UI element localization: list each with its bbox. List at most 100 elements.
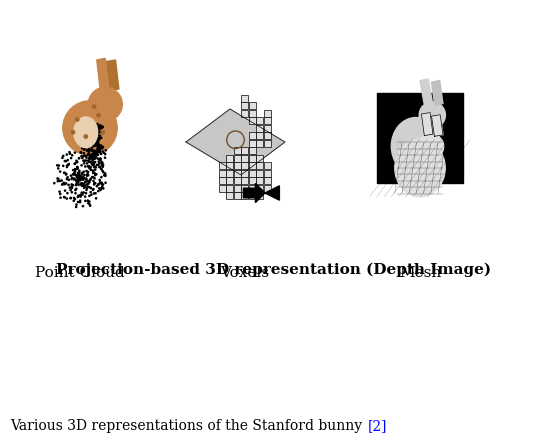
Circle shape (102, 164, 104, 165)
Circle shape (93, 166, 95, 167)
Circle shape (94, 178, 95, 179)
Circle shape (75, 193, 76, 194)
Circle shape (86, 157, 87, 158)
Circle shape (77, 168, 78, 169)
Circle shape (83, 183, 84, 185)
Circle shape (104, 173, 106, 174)
FancyBboxPatch shape (256, 125, 264, 132)
Circle shape (95, 131, 96, 133)
Polygon shape (431, 81, 443, 105)
Circle shape (98, 141, 99, 142)
Circle shape (92, 164, 93, 165)
Circle shape (88, 175, 89, 176)
Circle shape (58, 168, 59, 169)
Circle shape (94, 157, 95, 158)
Circle shape (92, 156, 93, 157)
Circle shape (78, 173, 79, 174)
Circle shape (90, 155, 91, 157)
Circle shape (97, 113, 100, 117)
Circle shape (90, 124, 91, 125)
FancyBboxPatch shape (241, 110, 248, 117)
Circle shape (78, 175, 79, 176)
Circle shape (98, 190, 99, 192)
Circle shape (101, 183, 102, 185)
Circle shape (73, 178, 75, 179)
Circle shape (76, 181, 77, 182)
Circle shape (82, 173, 83, 175)
Circle shape (85, 178, 87, 179)
Circle shape (62, 155, 64, 156)
Circle shape (82, 177, 83, 178)
Circle shape (89, 179, 91, 181)
Circle shape (80, 178, 81, 179)
Polygon shape (186, 109, 285, 175)
Circle shape (64, 172, 65, 173)
Circle shape (89, 180, 90, 181)
Circle shape (102, 151, 103, 152)
Circle shape (78, 178, 80, 180)
Circle shape (98, 130, 99, 131)
Circle shape (87, 129, 88, 130)
Circle shape (79, 177, 81, 178)
Circle shape (100, 126, 102, 128)
Circle shape (78, 175, 80, 176)
Circle shape (98, 133, 99, 134)
Circle shape (93, 162, 94, 163)
Circle shape (89, 195, 90, 197)
Circle shape (73, 179, 75, 180)
Circle shape (100, 158, 101, 159)
Circle shape (89, 181, 90, 183)
Circle shape (80, 176, 81, 177)
Circle shape (96, 174, 97, 175)
Circle shape (89, 158, 90, 159)
Circle shape (65, 190, 66, 191)
Circle shape (102, 146, 104, 147)
Circle shape (91, 136, 92, 138)
Circle shape (102, 170, 103, 172)
Circle shape (88, 160, 89, 161)
Circle shape (94, 145, 95, 146)
Circle shape (83, 179, 84, 180)
Circle shape (87, 173, 88, 174)
Circle shape (85, 181, 86, 182)
Circle shape (84, 155, 85, 156)
Circle shape (74, 172, 75, 173)
Circle shape (78, 178, 80, 179)
Circle shape (84, 155, 86, 156)
FancyBboxPatch shape (234, 162, 241, 169)
Circle shape (99, 125, 101, 126)
Circle shape (76, 118, 79, 121)
Circle shape (75, 152, 76, 153)
Circle shape (94, 143, 95, 144)
Circle shape (101, 168, 102, 170)
Circle shape (98, 131, 99, 132)
Circle shape (93, 105, 96, 108)
Circle shape (86, 150, 88, 151)
Circle shape (67, 177, 68, 178)
Circle shape (96, 134, 98, 136)
Ellipse shape (418, 134, 444, 159)
Circle shape (91, 137, 92, 138)
Circle shape (66, 154, 67, 155)
Circle shape (59, 191, 60, 192)
Circle shape (94, 151, 95, 152)
Circle shape (84, 196, 85, 197)
Circle shape (78, 174, 79, 176)
Circle shape (90, 158, 91, 159)
Circle shape (84, 135, 88, 138)
Circle shape (81, 183, 82, 184)
Circle shape (93, 170, 94, 171)
Polygon shape (431, 115, 443, 136)
Circle shape (92, 126, 93, 128)
Circle shape (102, 147, 103, 149)
Circle shape (88, 121, 89, 123)
Circle shape (91, 194, 92, 195)
Circle shape (94, 143, 95, 144)
Circle shape (92, 153, 93, 155)
FancyBboxPatch shape (226, 192, 233, 199)
Circle shape (88, 87, 122, 121)
Circle shape (80, 177, 81, 178)
Circle shape (90, 188, 92, 189)
Circle shape (98, 126, 100, 128)
Circle shape (69, 151, 70, 153)
